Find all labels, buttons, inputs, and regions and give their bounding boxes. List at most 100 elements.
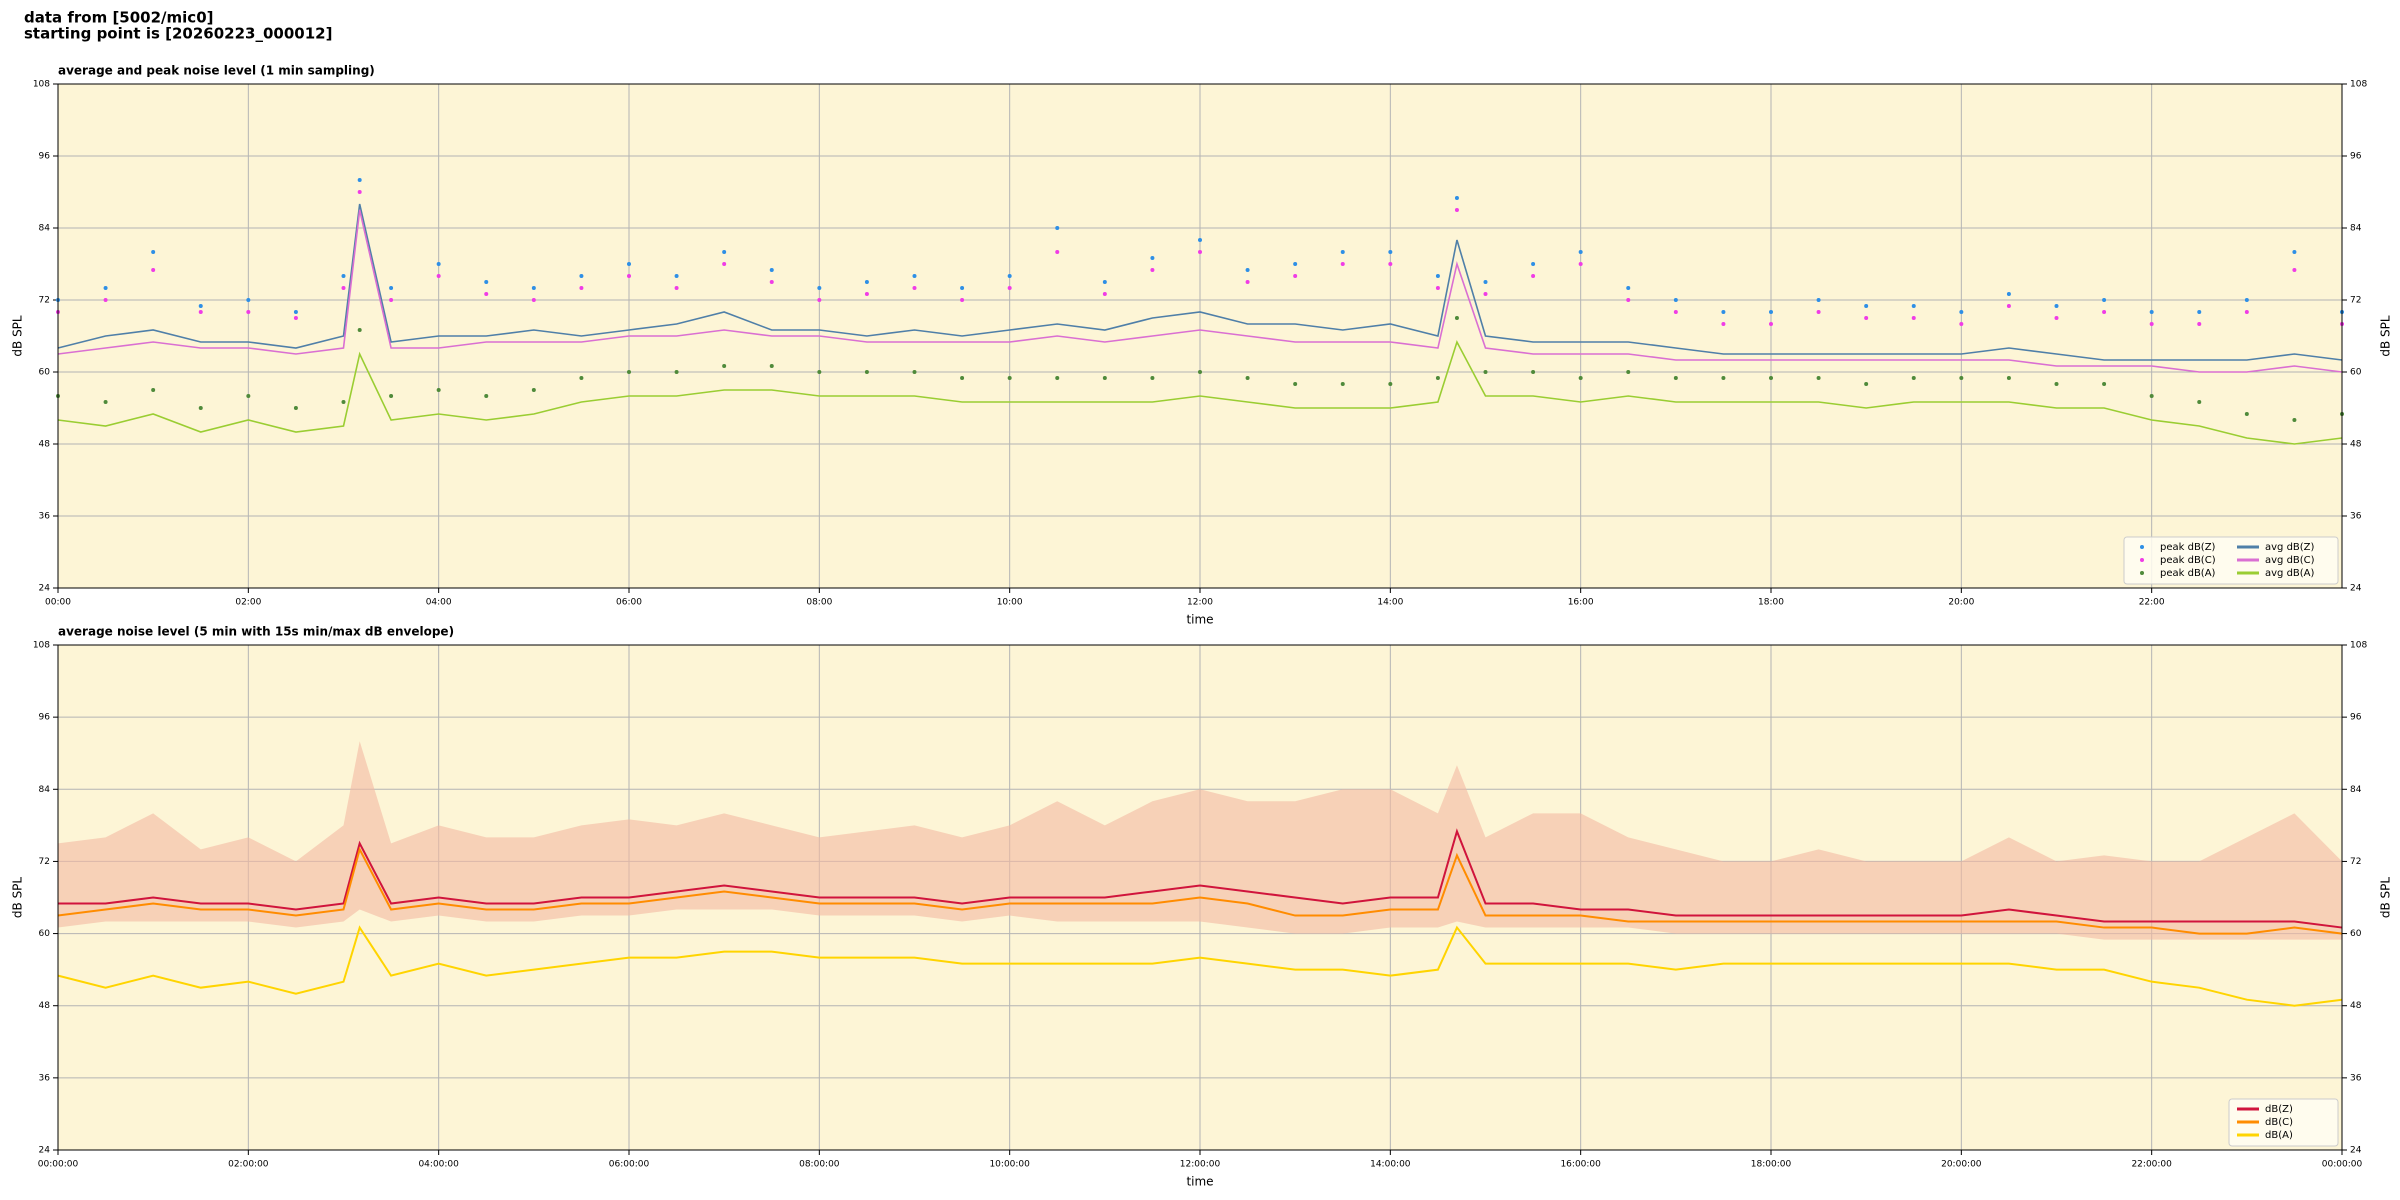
peak-point: [1150, 376, 1155, 380]
legend-label: avg dB(A): [2265, 568, 2315, 579]
y-tick-label: 24: [2350, 584, 2362, 594]
peak-point: [1531, 370, 1536, 374]
peak-point: [627, 370, 631, 374]
y-tick-label: 72: [39, 296, 50, 306]
peak-point: [1245, 280, 1250, 284]
y-tick-label: 84: [39, 224, 51, 234]
y-tick-label: 84: [2350, 224, 2362, 234]
peak-point: [2292, 268, 2297, 272]
series-line: [57, 846, 2343, 935]
y-axis-label: dB SPL: [2379, 877, 2393, 919]
peak-point: [1102, 376, 1107, 380]
envelope-area: [58, 741, 2342, 940]
peak-point: [1245, 268, 1250, 272]
peak-point: [531, 298, 536, 302]
peak-point: [1531, 262, 1536, 266]
legend-marker: [2140, 545, 2144, 549]
peak-point: [1102, 292, 1107, 296]
y-tick-label: 24: [39, 584, 51, 594]
peak-point: [2006, 292, 2011, 296]
peak-point: [1245, 376, 1250, 380]
legend-label: peak dB(C): [2160, 555, 2216, 566]
legend-label: avg dB(Z): [2265, 542, 2315, 553]
x-tick-label: 06:00: [616, 598, 642, 608]
peak-point: [484, 292, 489, 296]
peak-point: [1388, 262, 1393, 266]
peak-point: [912, 274, 917, 278]
peak-point: [341, 274, 346, 278]
y-axis-label: dB SPL: [11, 315, 25, 357]
peak-point: [2102, 298, 2107, 302]
peak-point: [2102, 310, 2107, 314]
y-tick-label: 108: [2350, 641, 2367, 651]
peak-point: [2292, 418, 2297, 422]
x-tick-label: 16:00:00: [1560, 1160, 1601, 1170]
legend-marker: [2140, 571, 2144, 575]
peak-point: [2197, 310, 2202, 314]
y-tick-label: 84: [2350, 785, 2362, 795]
x-tick-label: 00:00: [45, 598, 71, 608]
legend-box: [2123, 536, 2339, 585]
peak-point: [1340, 250, 1345, 254]
peak-point: [1911, 316, 1916, 320]
peak-point: [151, 268, 156, 272]
x-tick-label: 02:00:00: [228, 1160, 269, 1170]
peak-point: [1578, 262, 1583, 266]
peak-point: [674, 286, 679, 290]
peak-point: [1454, 316, 1459, 320]
peak-point: [2149, 310, 2154, 314]
peak-point: [103, 400, 108, 404]
x-tick-label: 06:00:00: [609, 1160, 650, 1170]
x-tick-label: 16:00: [1568, 598, 1594, 608]
peak-point: [357, 190, 362, 194]
peak-point: [769, 268, 774, 272]
x-tick-label: 14:00: [1377, 598, 1403, 608]
peak-point: [341, 400, 346, 404]
peak-point: [1959, 322, 1964, 326]
peak-point: [579, 286, 584, 290]
y-tick-label: 36: [2350, 512, 2362, 522]
peak-point: [2197, 322, 2202, 326]
peak-point: [769, 364, 774, 368]
series-line: [57, 925, 2343, 1007]
peak-point: [1454, 196, 1459, 200]
peak-point: [198, 304, 203, 308]
peak-point: [341, 286, 346, 290]
peak-point: [2197, 400, 2202, 404]
peak-point: [484, 280, 489, 284]
peak-point: [1531, 274, 1536, 278]
peak-point: [960, 376, 965, 380]
peak-point: [627, 274, 631, 278]
peak-point: [293, 310, 298, 314]
x-axis-label: time: [1186, 613, 1213, 627]
y-tick-label: 96: [2350, 152, 2362, 162]
peak-point: [436, 262, 441, 266]
peak-point: [2149, 322, 2154, 326]
peak-point: [1007, 286, 1012, 290]
peak-point: [817, 298, 822, 302]
y-axis-label: dB SPL: [11, 877, 25, 919]
peak-point: [484, 394, 489, 398]
plot-frame: [57, 644, 2343, 1151]
x-tick-label: 22:00: [2139, 598, 2165, 608]
peak-point: [1721, 322, 1726, 326]
peak-point: [1340, 382, 1345, 386]
x-tick-label: 08:00:00: [799, 1160, 840, 1170]
peak-point: [1769, 376, 1773, 380]
peak-point: [1626, 370, 1631, 374]
peak-point: [1721, 376, 1726, 380]
peak-point: [1626, 298, 1631, 302]
peak-point: [2244, 310, 2249, 314]
peak-point: [436, 274, 441, 278]
x-tick-label: 18:00:00: [1751, 1160, 1792, 1170]
legend-marker: [2140, 558, 2144, 562]
peak-point: [1864, 304, 1869, 308]
peak-point: [103, 298, 108, 302]
y-tick-label: 96: [2350, 713, 2362, 723]
y-tick-label: 24: [2350, 1146, 2362, 1156]
y-tick-label: 36: [39, 1073, 51, 1083]
peak-point: [912, 286, 917, 290]
peak-point: [1959, 310, 1964, 314]
peak-point: [1293, 262, 1298, 266]
